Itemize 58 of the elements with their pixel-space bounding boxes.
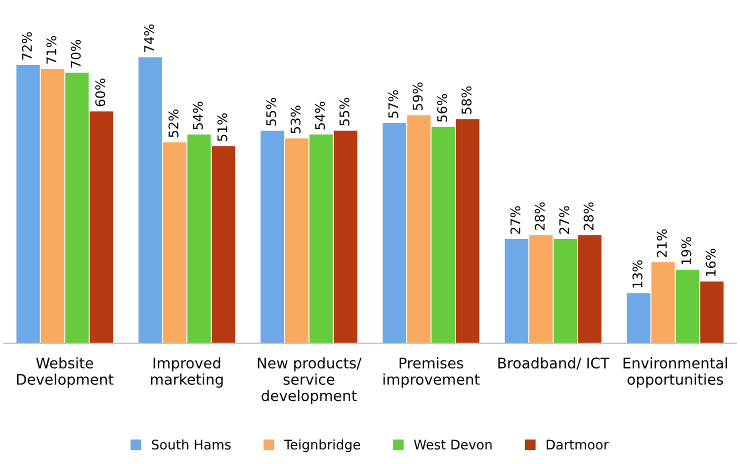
bar	[285, 138, 308, 344]
bar	[529, 235, 553, 344]
bar	[578, 235, 602, 344]
x-tick-label: Environmental opportunities	[624, 357, 727, 388]
data-label: 19%	[681, 237, 692, 264]
bar	[16, 64, 40, 344]
bar	[676, 270, 700, 344]
bar	[260, 130, 284, 344]
data-label: 71%	[46, 36, 56, 64]
x-tick-label: New products/ service development	[258, 357, 362, 404]
bar	[554, 238, 578, 344]
bar	[432, 126, 455, 344]
bar	[40, 68, 64, 344]
data-label: 27%	[510, 206, 520, 234]
data-label: 54%	[192, 102, 203, 130]
data-label: 60%	[95, 78, 106, 106]
data-label: 55%	[339, 98, 350, 126]
data-label: 59%	[412, 82, 423, 110]
data-label: 74%	[144, 24, 154, 52]
x-tick-label: Improved marketing	[151, 357, 223, 388]
data-label: 28%	[534, 202, 545, 230]
data-label: 58%	[462, 86, 472, 114]
data-label: 28%	[584, 202, 594, 230]
bar	[65, 72, 89, 344]
legend-label: South Hams	[152, 439, 231, 450]
bar	[382, 122, 406, 344]
bar	[626, 293, 650, 344]
bar	[407, 115, 431, 344]
data-label: 70%	[70, 40, 81, 68]
x-tick-label: Premises improvement	[384, 357, 480, 388]
bar	[138, 57, 162, 344]
data-label: 27%	[559, 206, 570, 234]
data-label: 13%	[632, 260, 642, 288]
bar	[700, 281, 724, 344]
legend-label: West Devon	[414, 440, 492, 450]
bar	[90, 111, 114, 344]
data-label: 21%	[656, 229, 667, 258]
bar	[212, 146, 236, 344]
bar	[456, 119, 480, 344]
bar	[651, 262, 675, 344]
data-label: 51%	[217, 113, 228, 141]
bar	[187, 134, 211, 344]
x-tick-label: Broadband/ ICT	[498, 357, 610, 370]
legend-label: Teignbridge	[284, 439, 360, 452]
bar	[309, 134, 333, 344]
x-tick-label: Website Development	[17, 357, 114, 388]
bar	[334, 130, 358, 344]
data-label: 53%	[290, 106, 301, 134]
data-label: 54%	[315, 102, 325, 130]
data-label: 57%	[388, 90, 398, 118]
data-label: 72%	[22, 32, 32, 60]
legend-label: Dartmoor	[546, 440, 609, 450]
bar	[504, 238, 528, 344]
bar	[162, 142, 186, 344]
data-label: 52%	[168, 110, 178, 138]
data-label: 55%	[266, 98, 276, 126]
data-label: 16%	[706, 248, 716, 276]
data-label: 56%	[437, 94, 448, 122]
